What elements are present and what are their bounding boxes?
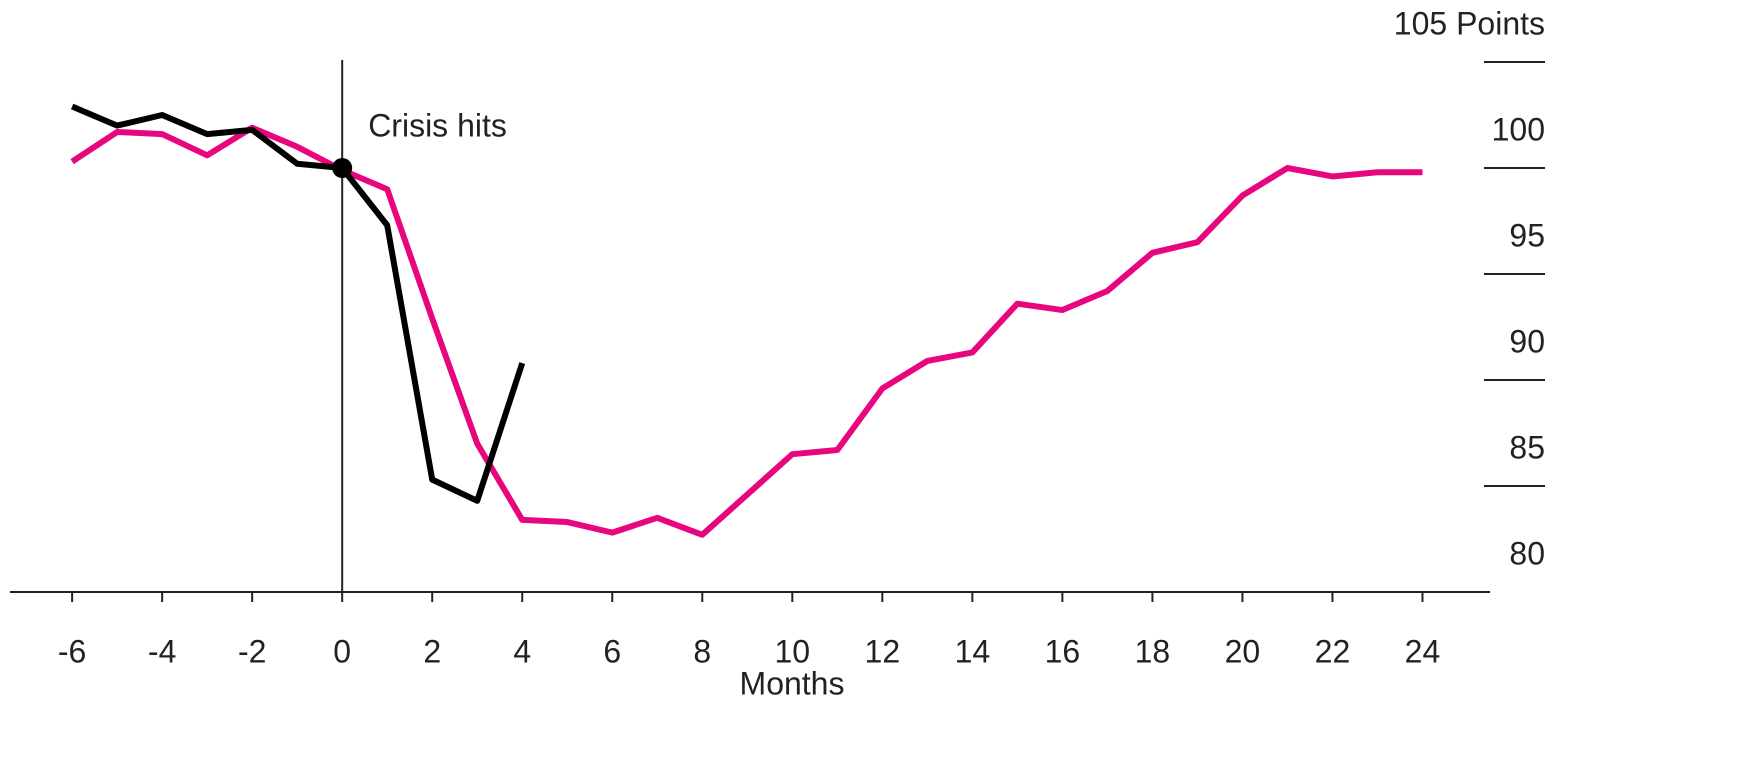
x-tick-label: 22 xyxy=(1315,633,1351,669)
x-tick-label: 12 xyxy=(865,633,901,669)
x-tick-label: 4 xyxy=(513,633,531,669)
x-tick-label: 8 xyxy=(693,633,711,669)
x-tick-label: -4 xyxy=(148,633,176,669)
y-tick-label: 100 xyxy=(1492,111,1545,147)
x-tick-label: 24 xyxy=(1405,633,1441,669)
x-tick-label: 10 xyxy=(775,633,811,669)
y-tick-label: 80 xyxy=(1509,535,1545,571)
x-tick-label: -2 xyxy=(238,633,266,669)
x-tick-label: 20 xyxy=(1225,633,1261,669)
x-tick-label: 0 xyxy=(333,633,351,669)
x-tick-label: 6 xyxy=(603,633,621,669)
x-tick-label: -6 xyxy=(58,633,86,669)
x-tick-label: 18 xyxy=(1135,633,1171,669)
y-tick-label: 95 xyxy=(1509,217,1545,253)
x-tick-label: 16 xyxy=(1045,633,1081,669)
crisis-point xyxy=(332,158,353,178)
x-tick-label: 2 xyxy=(423,633,441,669)
y-tick-label: 90 xyxy=(1509,323,1545,359)
y-tick-label: 85 xyxy=(1509,429,1545,465)
annotation-text: Crisis hits xyxy=(368,107,507,143)
x-tick-label: 14 xyxy=(955,633,991,669)
y-tick-label: 105 Points xyxy=(1394,5,1545,41)
x-axis-label: Months xyxy=(740,665,845,701)
series-line xyxy=(70,103,526,504)
series-line xyxy=(70,124,1423,538)
